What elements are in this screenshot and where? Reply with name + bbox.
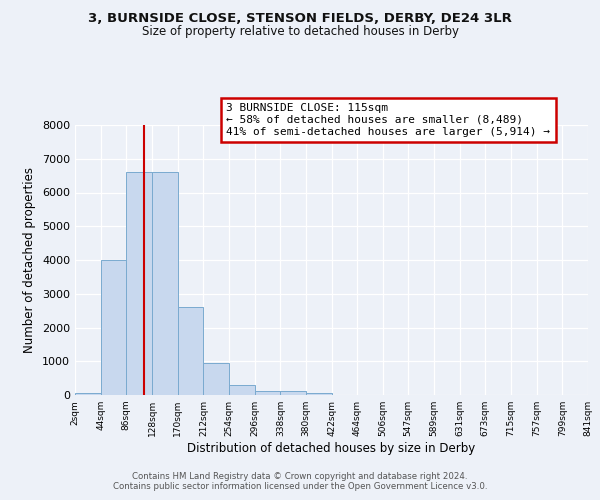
Bar	[101, 260, 127, 395]
Bar	[280, 390, 306, 395]
Bar	[306, 394, 332, 395]
Text: Contains HM Land Registry data © Crown copyright and database right 2024.: Contains HM Land Registry data © Crown c…	[132, 472, 468, 481]
Bar	[127, 172, 152, 395]
Bar	[203, 363, 229, 395]
X-axis label: Distribution of detached houses by size in Derby: Distribution of detached houses by size …	[187, 442, 476, 455]
Bar	[178, 307, 203, 395]
Bar	[229, 384, 255, 395]
Bar	[75, 394, 101, 395]
Bar	[152, 172, 178, 395]
Text: 3 BURNSIDE CLOSE: 115sqm
← 58% of detached houses are smaller (8,489)
41% of sem: 3 BURNSIDE CLOSE: 115sqm ← 58% of detach…	[226, 104, 550, 136]
Y-axis label: Number of detached properties: Number of detached properties	[23, 167, 37, 353]
Text: 3, BURNSIDE CLOSE, STENSON FIELDS, DERBY, DE24 3LR: 3, BURNSIDE CLOSE, STENSON FIELDS, DERBY…	[88, 12, 512, 26]
Bar	[255, 390, 280, 395]
Text: Size of property relative to detached houses in Derby: Size of property relative to detached ho…	[142, 25, 458, 38]
Text: Contains public sector information licensed under the Open Government Licence v3: Contains public sector information licen…	[113, 482, 487, 491]
